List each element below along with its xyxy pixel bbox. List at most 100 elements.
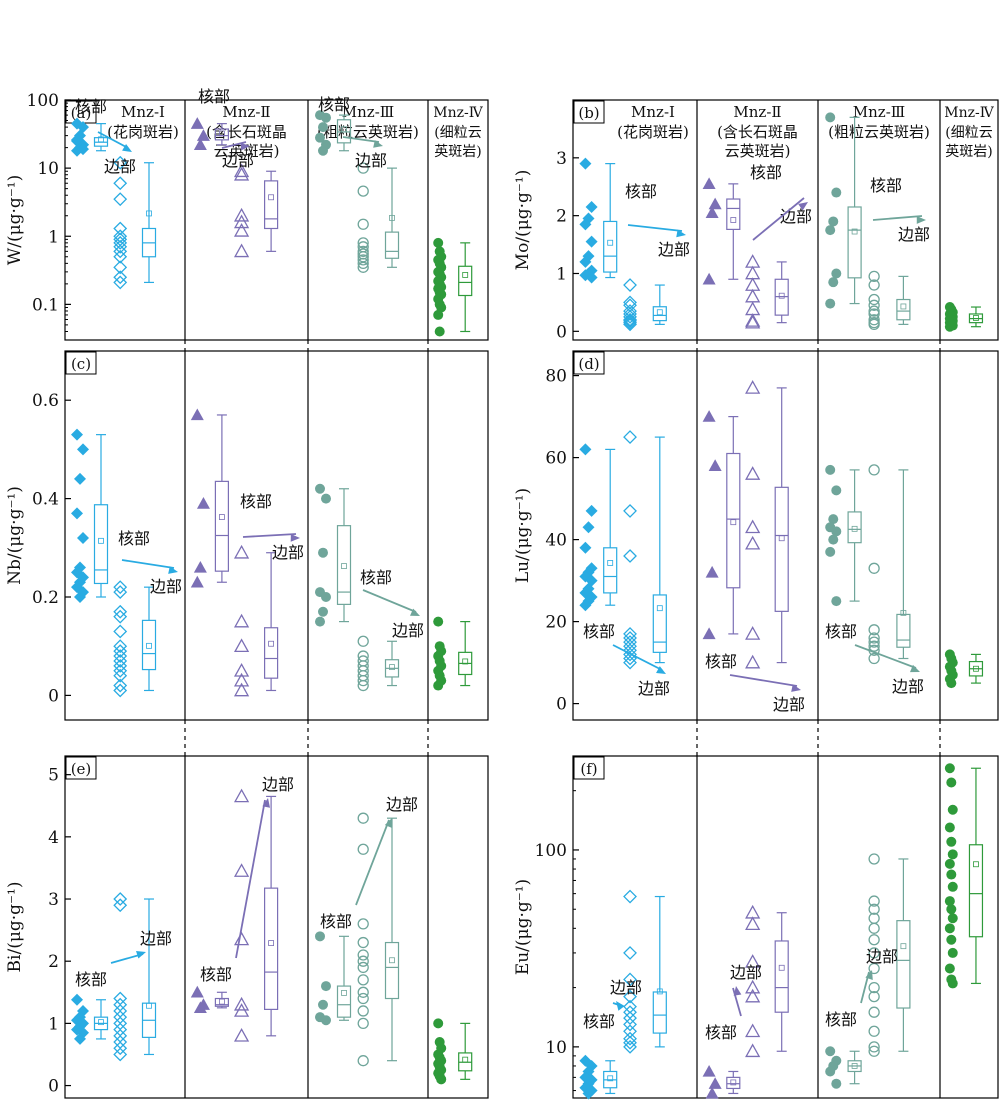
data-point [868,1006,880,1018]
data-point [71,507,83,520]
box-mean [730,519,737,526]
box-iqr [214,997,229,1007]
data-point [623,313,637,328]
group-rock-label-4: 英斑岩) [434,143,481,160]
rim-label: 边部 [773,695,805,714]
box-mean [341,563,347,569]
data-point [868,1045,880,1057]
box-iqr [93,504,109,585]
core-label: 核部 [198,87,230,106]
core-label: 核部 [750,163,782,182]
data-point [113,639,128,654]
box-mean [462,272,469,278]
group-label-3: Mnz-Ⅲ [853,103,905,121]
box-iqr [847,206,862,279]
data-point [825,464,836,475]
series-Mnz-Ⅳ [944,649,984,689]
data-point [357,237,369,249]
series-Mnz-Ⅰ-边部 [113,580,157,698]
data-point [357,949,369,961]
data-point [357,257,369,270]
series-Mnz-Ⅰ-核部 [579,1054,618,1100]
series-Mnz-Ⅰ-边部 [113,155,157,290]
rim-label: 边部 [730,963,762,982]
series-Mnz-Ⅲ-核部 [825,112,862,309]
data-point [113,604,128,619]
data-point [944,858,955,869]
data-point [579,218,592,231]
panel-label: (d) [578,355,599,373]
data-point [745,277,761,291]
y-tick-label: 0.1 [32,295,59,315]
box-iqr [652,306,667,322]
data-point [233,613,250,628]
data-point [74,1032,86,1045]
data-point [357,1017,369,1030]
data-point [113,649,128,663]
series-Mnz-Ⅰ-边部 [623,889,667,1054]
series-Mnz-Ⅰ-边部 [623,430,667,670]
series-Mnz-Ⅰ-边部 [113,892,157,1062]
box-iqr [726,452,741,589]
box-mean [607,560,614,566]
data-point [113,892,128,906]
series-Mnz-Ⅱ-核部 [190,408,229,588]
data-point [113,1047,128,1062]
plot-frame [572,99,999,341]
data-point [944,321,955,332]
data-point [113,644,128,659]
box-iqr [847,511,862,544]
data-point [702,410,716,422]
data-point [868,947,880,959]
plot-frame [572,755,999,1099]
y-tick-label: 0.4 [32,490,59,510]
box-mean [98,1019,104,1026]
core-label: 核部 [75,97,107,116]
core-label: 核部 [705,652,737,671]
box-mean [656,988,663,995]
arrow-head [240,142,250,151]
rim-label: 边部 [658,240,690,259]
data-point [357,635,369,647]
series-Mnz-Ⅲ-边部 [357,635,400,692]
data-point [434,326,445,337]
data-point [113,585,128,599]
group-rock-label-4: 英斑岩) [945,143,992,160]
box-mean [778,292,785,299]
data-point [708,459,722,471]
data-point [357,974,369,986]
core-to-rim-arrow [627,224,683,232]
data-point [825,1046,836,1057]
y-tick-label: 40 [545,531,567,551]
data-point [318,122,328,133]
panel-a: (a) 0.1 1 10 100 W/(μg·g⁻¹) Mnz-Ⅰ (花岗斑岩) Mnz-Ⅱ (含… [5,87,489,351]
core-label: 核部 [200,965,232,984]
data-point [233,243,250,258]
data-point [579,541,592,554]
data-point [233,214,250,229]
data-point [868,318,880,331]
rim-label: 边部 [386,795,418,814]
box-iqr [896,613,911,648]
group-rock-label-4: (细粒云 [434,125,481,141]
data-point [745,904,761,919]
data-point [946,836,957,847]
data-point [831,268,842,279]
data-point [71,428,83,441]
data-point [113,624,128,639]
series-Mnz-Ⅲ-边部 [357,812,400,1067]
data-point [233,672,250,687]
arrow-head [384,818,393,828]
data-point [579,599,592,612]
y-axis-label: W/(μg·g⁻¹) [5,175,25,265]
group-label-4: Mnz-Ⅳ [433,105,483,121]
data-point [947,881,958,892]
y-tick-label: 0 [556,322,567,342]
data-point [831,485,842,496]
data-point [623,631,637,645]
data-point [113,658,128,673]
data-point [357,674,369,687]
data-point [77,531,89,544]
